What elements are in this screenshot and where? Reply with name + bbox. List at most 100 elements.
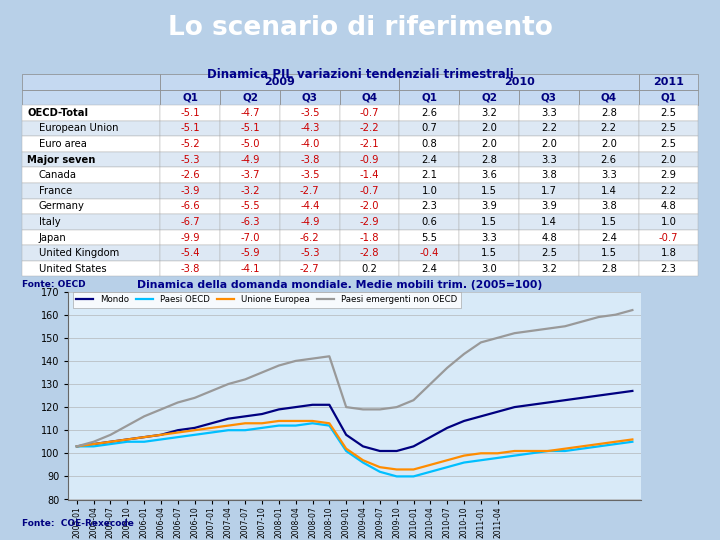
Paesi OECD	[140, 438, 148, 445]
Mondo	[258, 411, 266, 417]
Bar	[519, 230, 579, 245]
Bar	[519, 105, 579, 121]
Bar	[220, 199, 280, 214]
Bar	[459, 230, 519, 245]
Paesi emergenti non OECD	[477, 339, 485, 346]
Bar	[459, 261, 519, 276]
Text: Q4: Q4	[361, 92, 378, 103]
Text: -4.0: -4.0	[300, 139, 320, 149]
Mondo	[174, 427, 182, 434]
Text: -0.7: -0.7	[360, 108, 379, 118]
Bar	[519, 121, 579, 136]
Unione Europea	[426, 462, 435, 468]
Text: 2.6: 2.6	[600, 154, 617, 165]
Unione Europea	[140, 434, 148, 441]
Unione Europea	[123, 436, 132, 443]
Text: -3.2: -3.2	[240, 186, 260, 196]
Bar	[400, 261, 459, 276]
Paesi emergenti non OECD	[443, 364, 451, 371]
Paesi OECD	[409, 473, 418, 480]
Text: 2.8: 2.8	[600, 264, 616, 274]
Text: -5.4: -5.4	[181, 248, 200, 258]
Mondo	[628, 388, 636, 394]
Unione Europea	[376, 464, 384, 470]
Text: Lo scenario di riferimento: Lo scenario di riferimento	[168, 15, 552, 42]
Text: -2.1: -2.1	[360, 139, 379, 149]
Unione Europea	[443, 457, 451, 463]
Unione Europea	[595, 441, 603, 447]
Mondo	[611, 390, 620, 396]
Paesi emergenti non OECD	[292, 357, 300, 364]
Bar	[400, 152, 459, 167]
Line: Paesi emergenti non OECD: Paesi emergenti non OECD	[77, 310, 632, 447]
Text: -2.7: -2.7	[300, 186, 320, 196]
Paesi emergenti non OECD	[258, 369, 266, 376]
Text: -4.4: -4.4	[300, 201, 320, 211]
Bar	[280, 152, 340, 167]
Text: 2011: 2011	[653, 77, 684, 87]
Text: -1.8: -1.8	[360, 233, 379, 242]
Text: 2.6: 2.6	[421, 108, 437, 118]
Text: Germany: Germany	[39, 201, 84, 211]
Bar	[280, 90, 340, 105]
Text: Q3: Q3	[302, 92, 318, 103]
Bar	[519, 214, 579, 230]
Text: 2.0: 2.0	[481, 139, 497, 149]
Bar	[459, 90, 519, 105]
Bar	[579, 90, 639, 105]
Bar	[161, 183, 220, 199]
Bar	[161, 214, 220, 230]
Mondo	[106, 438, 114, 445]
Bar	[459, 245, 519, 261]
Text: 3.0: 3.0	[481, 264, 497, 274]
Text: -0.7: -0.7	[659, 233, 678, 242]
Text: -5.3: -5.3	[300, 248, 320, 258]
Bar	[459, 136, 519, 152]
Mondo	[292, 404, 300, 410]
Mondo	[359, 443, 367, 450]
Paesi emergenti non OECD	[157, 406, 166, 413]
Text: -6.7: -6.7	[181, 217, 200, 227]
Text: 2.5: 2.5	[660, 124, 677, 133]
Paesi OECD	[459, 460, 468, 466]
Mondo	[426, 434, 435, 441]
Bar	[340, 245, 400, 261]
Bar	[639, 183, 698, 199]
Paesi OECD	[392, 473, 401, 480]
Unione Europea	[577, 443, 586, 450]
Paesi emergenti non OECD	[392, 404, 401, 410]
Paesi emergenti non OECD	[274, 362, 283, 369]
Paesi emergenti non OECD	[207, 388, 216, 394]
Bar	[639, 245, 698, 261]
Bar	[400, 136, 459, 152]
Paesi OECD	[510, 453, 519, 459]
Bar	[340, 183, 400, 199]
Paesi emergenti non OECD	[611, 312, 620, 318]
Unione Europea	[527, 448, 536, 454]
Bar	[220, 105, 280, 121]
Bar	[220, 167, 280, 183]
Bar	[579, 261, 639, 276]
Paesi OECD	[106, 441, 114, 447]
Unione Europea	[241, 420, 250, 427]
Paesi emergenti non OECD	[308, 355, 317, 362]
Bar	[579, 230, 639, 245]
Text: Q1: Q1	[660, 92, 677, 103]
Mondo	[392, 448, 401, 454]
Bar	[22, 90, 161, 105]
Text: 3.3: 3.3	[541, 108, 557, 118]
Bar	[22, 121, 161, 136]
Text: 2.8: 2.8	[600, 108, 616, 118]
Bar	[459, 105, 519, 121]
Bar	[280, 214, 340, 230]
Bar	[161, 199, 220, 214]
Text: -4.3: -4.3	[300, 124, 320, 133]
Paesi emergenti non OECD	[493, 335, 502, 341]
Bar	[280, 261, 340, 276]
Text: 5.5: 5.5	[421, 233, 437, 242]
Bar	[400, 230, 459, 245]
Bar	[579, 152, 639, 167]
Text: European Union: European Union	[39, 124, 118, 133]
Text: -6.3: -6.3	[240, 217, 260, 227]
Mondo	[561, 397, 570, 403]
